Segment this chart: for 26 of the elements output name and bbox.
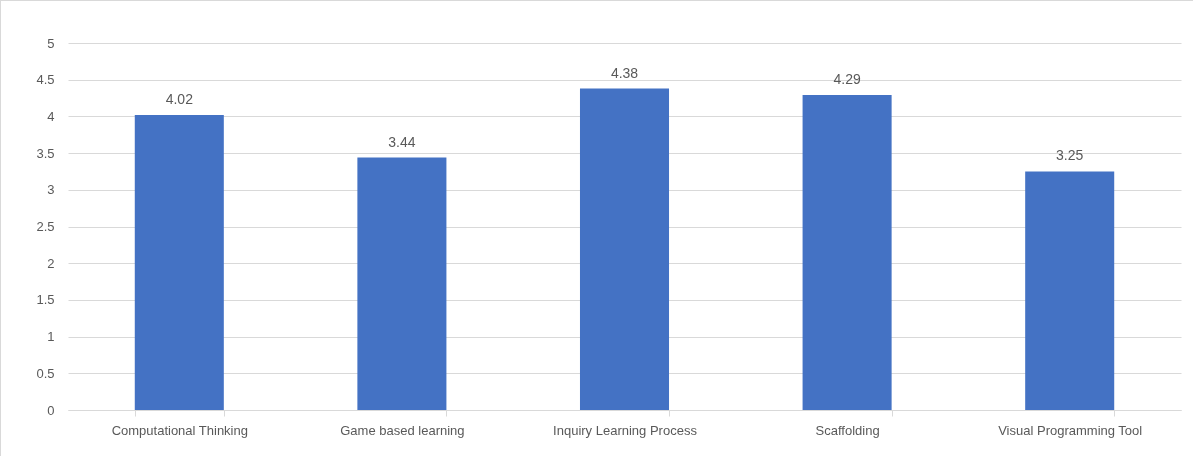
y-tick-label: 3 (47, 182, 55, 198)
y-tick-label: 0.5 (36, 365, 55, 381)
data-label: 3.25 (1056, 147, 1084, 164)
bar (357, 157, 447, 410)
bar (134, 114, 224, 410)
data-label: 4.29 (833, 71, 861, 88)
y-tick-label: 2.5 (36, 219, 55, 234)
data-label: 4.02 (165, 90, 194, 107)
y-tick-label: 2 (47, 255, 55, 271)
y-tick-label: 4 (47, 108, 55, 124)
y-tick-label: 1 (47, 329, 55, 345)
y-tick-label: 1.5 (36, 292, 55, 308)
x-tick-label: Inquiry Learning Process (553, 422, 698, 438)
x-tick-label: Visual Programming Tool (998, 422, 1143, 438)
y-tick-label: 5 (47, 35, 55, 51)
y-tick-label: 4.5 (36, 72, 55, 88)
y-tick-label: 3.5 (36, 145, 55, 161)
x-tick-label: Scaffolding (815, 422, 880, 438)
bar (579, 88, 670, 410)
bar (802, 95, 892, 410)
data-label: 3.44 (388, 133, 416, 150)
y-tick-label: 0 (47, 402, 55, 418)
data-label: 4.38 (610, 64, 639, 81)
bar (1025, 171, 1115, 410)
x-tick-label: Game based learning (340, 422, 465, 438)
x-tick-label: Computational Thinking (111, 422, 248, 438)
